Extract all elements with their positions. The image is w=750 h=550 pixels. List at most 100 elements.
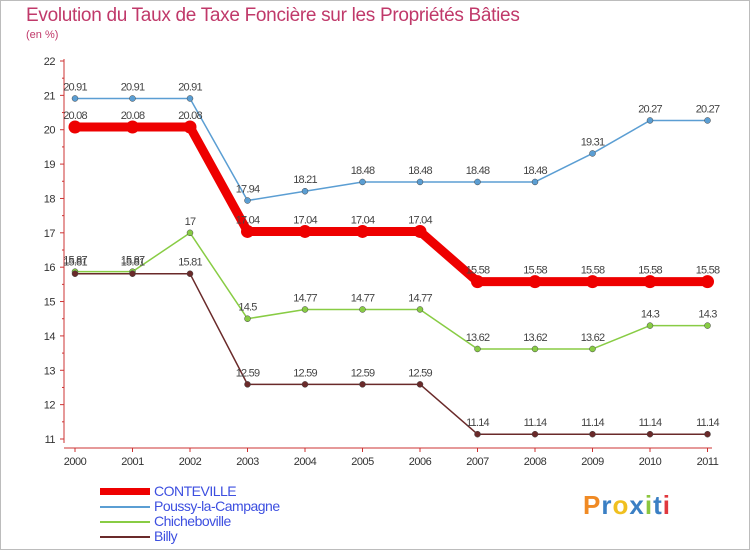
data-point — [68, 120, 82, 134]
y-tick-label: 21 — [44, 90, 56, 102]
data-point — [704, 430, 711, 438]
data-label: 20.08 — [178, 110, 202, 122]
data-label: 14.77 — [293, 292, 317, 304]
brand-letter: i — [662, 490, 671, 520]
data-label: 17.94 — [236, 184, 260, 196]
data-label: 14.77 — [408, 292, 432, 304]
data-point — [244, 197, 251, 204]
data-label: 11.14 — [696, 417, 719, 429]
data-label: 17.04 — [351, 214, 375, 226]
data-label: 20.27 — [696, 103, 720, 115]
data-label: 17.04 — [293, 214, 317, 226]
data-label: 11.14 — [581, 417, 604, 429]
legend-label-poussy: Poussy-la-Campagne — [154, 498, 280, 514]
data-label: 11.14 — [639, 417, 662, 429]
series-line-Billy — [74, 272, 709, 435]
data-label: 13.62 — [466, 332, 490, 344]
data-label: 20.91 — [178, 81, 202, 93]
brand-letter: r — [601, 490, 613, 520]
data-point — [531, 345, 539, 353]
legend-label-chicheboville: Chicheboville — [154, 513, 231, 529]
x-tick-label: 2011 — [697, 456, 719, 468]
data-label: 12.59 — [408, 367, 432, 379]
data-point — [531, 430, 539, 438]
proxiti-logo: Proxiti — [583, 490, 671, 521]
data-point — [244, 381, 251, 388]
legend-swatch-conteville — [100, 488, 150, 495]
legend-swatch-chicheboville — [100, 521, 150, 523]
x-tick-label: 2005 — [351, 456, 374, 468]
data-label: 15.81 — [63, 257, 87, 269]
brand-letter: o — [612, 490, 630, 520]
data-label: 17.04 — [408, 214, 432, 226]
data-point — [71, 270, 79, 277]
data-point — [586, 275, 599, 289]
data-label: 13.62 — [581, 332, 605, 344]
legend-swatch-billy — [100, 536, 150, 538]
x-tick-label: 2003 — [236, 456, 259, 468]
chart-subtitle: (en %) — [26, 29, 59, 41]
data-point — [186, 229, 194, 237]
data-label: 14.3 — [641, 309, 660, 321]
legend-item-conteville: CONTEVILLE — [100, 483, 360, 499]
x-tick-label: 2001 — [121, 456, 144, 468]
x-tick-label: 2008 — [524, 456, 547, 468]
data-point — [356, 224, 369, 238]
data-point — [646, 117, 654, 124]
data-label: 12.59 — [351, 367, 375, 379]
data-label: 13.62 — [523, 332, 547, 344]
data-label: 17.04 — [236, 214, 260, 226]
data-point — [704, 117, 711, 124]
data-point — [359, 178, 366, 186]
data-label: 15.81 — [178, 257, 202, 269]
data-point — [186, 270, 194, 277]
data-label: 15.87 — [121, 255, 145, 267]
data-label: 15.81 — [121, 257, 145, 269]
data-point — [241, 224, 254, 238]
y-tick-label: 18 — [44, 193, 56, 205]
data-point — [646, 430, 654, 438]
data-point — [531, 178, 539, 186]
x-tick-label: 2009 — [581, 456, 604, 468]
series-line-CONTEVILLE — [70, 122, 712, 287]
data-label: 12.59 — [236, 367, 260, 379]
legend-item-poussy: Poussy-la-Campagne — [100, 498, 360, 514]
data-label: 20.08 — [63, 110, 87, 122]
data-label: 20.91 — [63, 81, 87, 93]
data-point — [528, 275, 542, 289]
brand-letter: x — [629, 490, 645, 520]
series-line-Poussy-la-Campagne — [74, 97, 709, 202]
data-label: 14.5 — [238, 302, 257, 314]
data-point — [704, 322, 711, 329]
data-label: 18.48 — [351, 165, 375, 177]
data-point — [359, 381, 366, 388]
brand-letter: t — [653, 490, 663, 520]
data-point — [359, 306, 366, 313]
data-label: 18.48 — [408, 165, 432, 177]
x-tick-label: 2007 — [466, 456, 489, 468]
legend-swatch-poussy — [100, 506, 150, 508]
legend-label-conteville: CONTEVILLE — [154, 483, 237, 499]
data-point — [301, 187, 309, 195]
y-tick-label: 11 — [45, 434, 56, 446]
data-label: 14.3 — [698, 309, 717, 321]
y-tick-label: 12 — [44, 400, 56, 412]
data-label: 18.48 — [523, 165, 547, 177]
x-tick-label: 2000 — [64, 456, 87, 468]
data-label: 17 — [185, 216, 196, 228]
data-point — [474, 345, 481, 353]
data-label: 15.58 — [638, 265, 662, 277]
data-point — [471, 275, 484, 289]
data-label: 11.14 — [524, 417, 547, 429]
x-tick-label: 2010 — [639, 456, 662, 468]
y-tick-label: 19 — [44, 159, 56, 171]
data-point — [416, 178, 424, 186]
legend-item-billy: Billy — [100, 528, 360, 544]
y-tick-label: 16 — [44, 262, 56, 274]
data-point — [416, 306, 424, 313]
y-tick-label: 17 — [44, 228, 56, 240]
data-label: 12.59 — [293, 367, 317, 379]
legend-label-billy: Billy — [154, 528, 178, 544]
